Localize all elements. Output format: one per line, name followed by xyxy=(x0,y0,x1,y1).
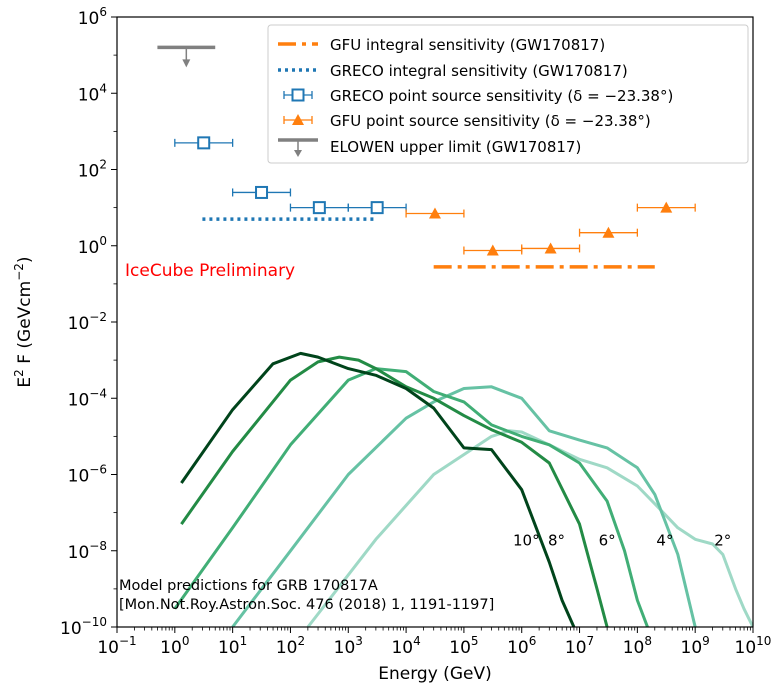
y-tick-label: 10−2 xyxy=(68,310,107,334)
y-tick-label: 106 xyxy=(78,5,107,29)
x-tick-label: 10−1 xyxy=(97,634,136,658)
x-tick-label: 104 xyxy=(391,634,420,658)
y-tick-label: 10−4 xyxy=(68,386,107,410)
gfu-point-marker xyxy=(428,207,441,219)
model-annotation-line2: [Mon.Not.Roy.Astron.Soc. 476 (2018) 1, 1… xyxy=(119,597,494,613)
greco-point-marker xyxy=(255,185,269,199)
gfu-point-marker xyxy=(660,201,673,213)
plot-frame xyxy=(116,16,754,628)
y-tick-label: 100 xyxy=(78,234,107,258)
model-curve-8° xyxy=(180,355,609,627)
legend-label: GFU point source sensitivity (δ = −23.38… xyxy=(330,112,651,130)
y-tick-label: 10−8 xyxy=(68,539,107,563)
curve-label: 6° xyxy=(599,531,616,549)
legend-label: GFU integral sensitivity (GW170817) xyxy=(330,36,605,54)
curve-label: 8° xyxy=(548,531,565,549)
preliminary-label: IceCube Preliminary xyxy=(125,261,295,281)
legend-handle-triangle xyxy=(292,114,304,125)
legend-label: GRECO integral sensitivity (GW170817) xyxy=(330,62,628,80)
greco-point-marker xyxy=(370,201,384,215)
y-tick-label: 10−10 xyxy=(60,615,107,639)
x-tick-label: 102 xyxy=(276,634,305,658)
gfu-point-marker xyxy=(602,226,615,238)
legend-label: ELOWEN upper limit (GW170817) xyxy=(330,138,581,156)
curve-label: 10° xyxy=(513,531,540,549)
model-annotation-line1: Model predictions for GRB 170817A xyxy=(119,578,378,594)
model-curve-10° xyxy=(180,351,576,627)
y-tick-label: 104 xyxy=(78,81,107,105)
greco-point-marker xyxy=(197,136,211,150)
y-tick-label: 10−6 xyxy=(68,463,107,487)
x-tick-label: 109 xyxy=(681,634,710,658)
y-axis-label: E2 F (GeVcm−2) xyxy=(12,256,35,387)
model-curve-6° xyxy=(173,367,649,627)
elowen-upper-limit-arrow xyxy=(182,59,191,68)
data-layer xyxy=(157,45,753,627)
model-curve-4° xyxy=(231,385,697,627)
legend-frame xyxy=(267,24,749,164)
gfu-point-marker xyxy=(486,244,499,256)
ticks-layer: 10−1 100 101 102 103 104 105 106 107 108 109 1010 10… xyxy=(60,5,771,658)
legend-handle-square xyxy=(291,88,305,102)
curve-label: 2° xyxy=(714,531,731,549)
x-tick-label: 101 xyxy=(218,634,247,658)
model-curve-2° xyxy=(306,429,753,627)
gfu-point-marker xyxy=(544,242,557,254)
y-tick-label: 102 xyxy=(78,158,107,182)
x-tick-label: 108 xyxy=(623,634,652,658)
legend-label: GRECO point source sensitivity (δ = −23.… xyxy=(330,87,673,105)
x-tick-label: 106 xyxy=(507,634,536,658)
curve-label: 4° xyxy=(656,531,673,549)
x-axis-label: Energy (GeV) xyxy=(378,664,491,684)
x-tick-label: 107 xyxy=(565,634,594,658)
x-tick-label: 100 xyxy=(160,634,189,658)
x-tick-label: 105 xyxy=(449,634,478,658)
legend-handle-arrow xyxy=(294,150,302,157)
greco-point-marker xyxy=(312,201,326,215)
x-tick-label: 103 xyxy=(334,634,363,658)
x-tick-label: 1010 xyxy=(735,634,772,658)
legend: GFU integral sensitivity (GW170817) GRECO… xyxy=(267,24,749,164)
